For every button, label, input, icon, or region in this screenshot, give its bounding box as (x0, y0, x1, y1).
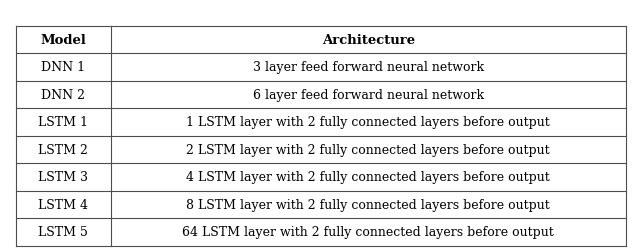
Text: LSTM 5: LSTM 5 (38, 226, 88, 238)
Text: 6 layer feed forward neural network: 6 layer feed forward neural network (253, 88, 484, 102)
Text: 3 layer feed forward neural network: 3 layer feed forward neural network (253, 61, 484, 74)
Text: LSTM 2: LSTM 2 (38, 143, 88, 156)
Text: Model: Model (40, 34, 86, 47)
Text: DNN 1: DNN 1 (41, 61, 85, 74)
Text: Architecture: Architecture (322, 34, 415, 47)
Text: DNN 2: DNN 2 (41, 88, 85, 102)
Text: 4 LSTM layer with 2 fully connected layers before output: 4 LSTM layer with 2 fully connected laye… (186, 171, 550, 184)
Text: 1 LSTM layer with 2 fully connected layers before output: 1 LSTM layer with 2 fully connected laye… (186, 116, 550, 129)
Text: LSTM 3: LSTM 3 (38, 171, 88, 184)
Text: 2 LSTM layer with 2 fully connected layers before output: 2 LSTM layer with 2 fully connected laye… (186, 143, 550, 156)
Text: 64 LSTM layer with 2 fully connected layers before output: 64 LSTM layer with 2 fully connected lay… (182, 226, 554, 238)
Text: LSTM 4: LSTM 4 (38, 198, 88, 211)
Text: LSTM 1: LSTM 1 (38, 116, 88, 129)
Text: 8 LSTM layer with 2 fully connected layers before output: 8 LSTM layer with 2 fully connected laye… (186, 198, 550, 211)
